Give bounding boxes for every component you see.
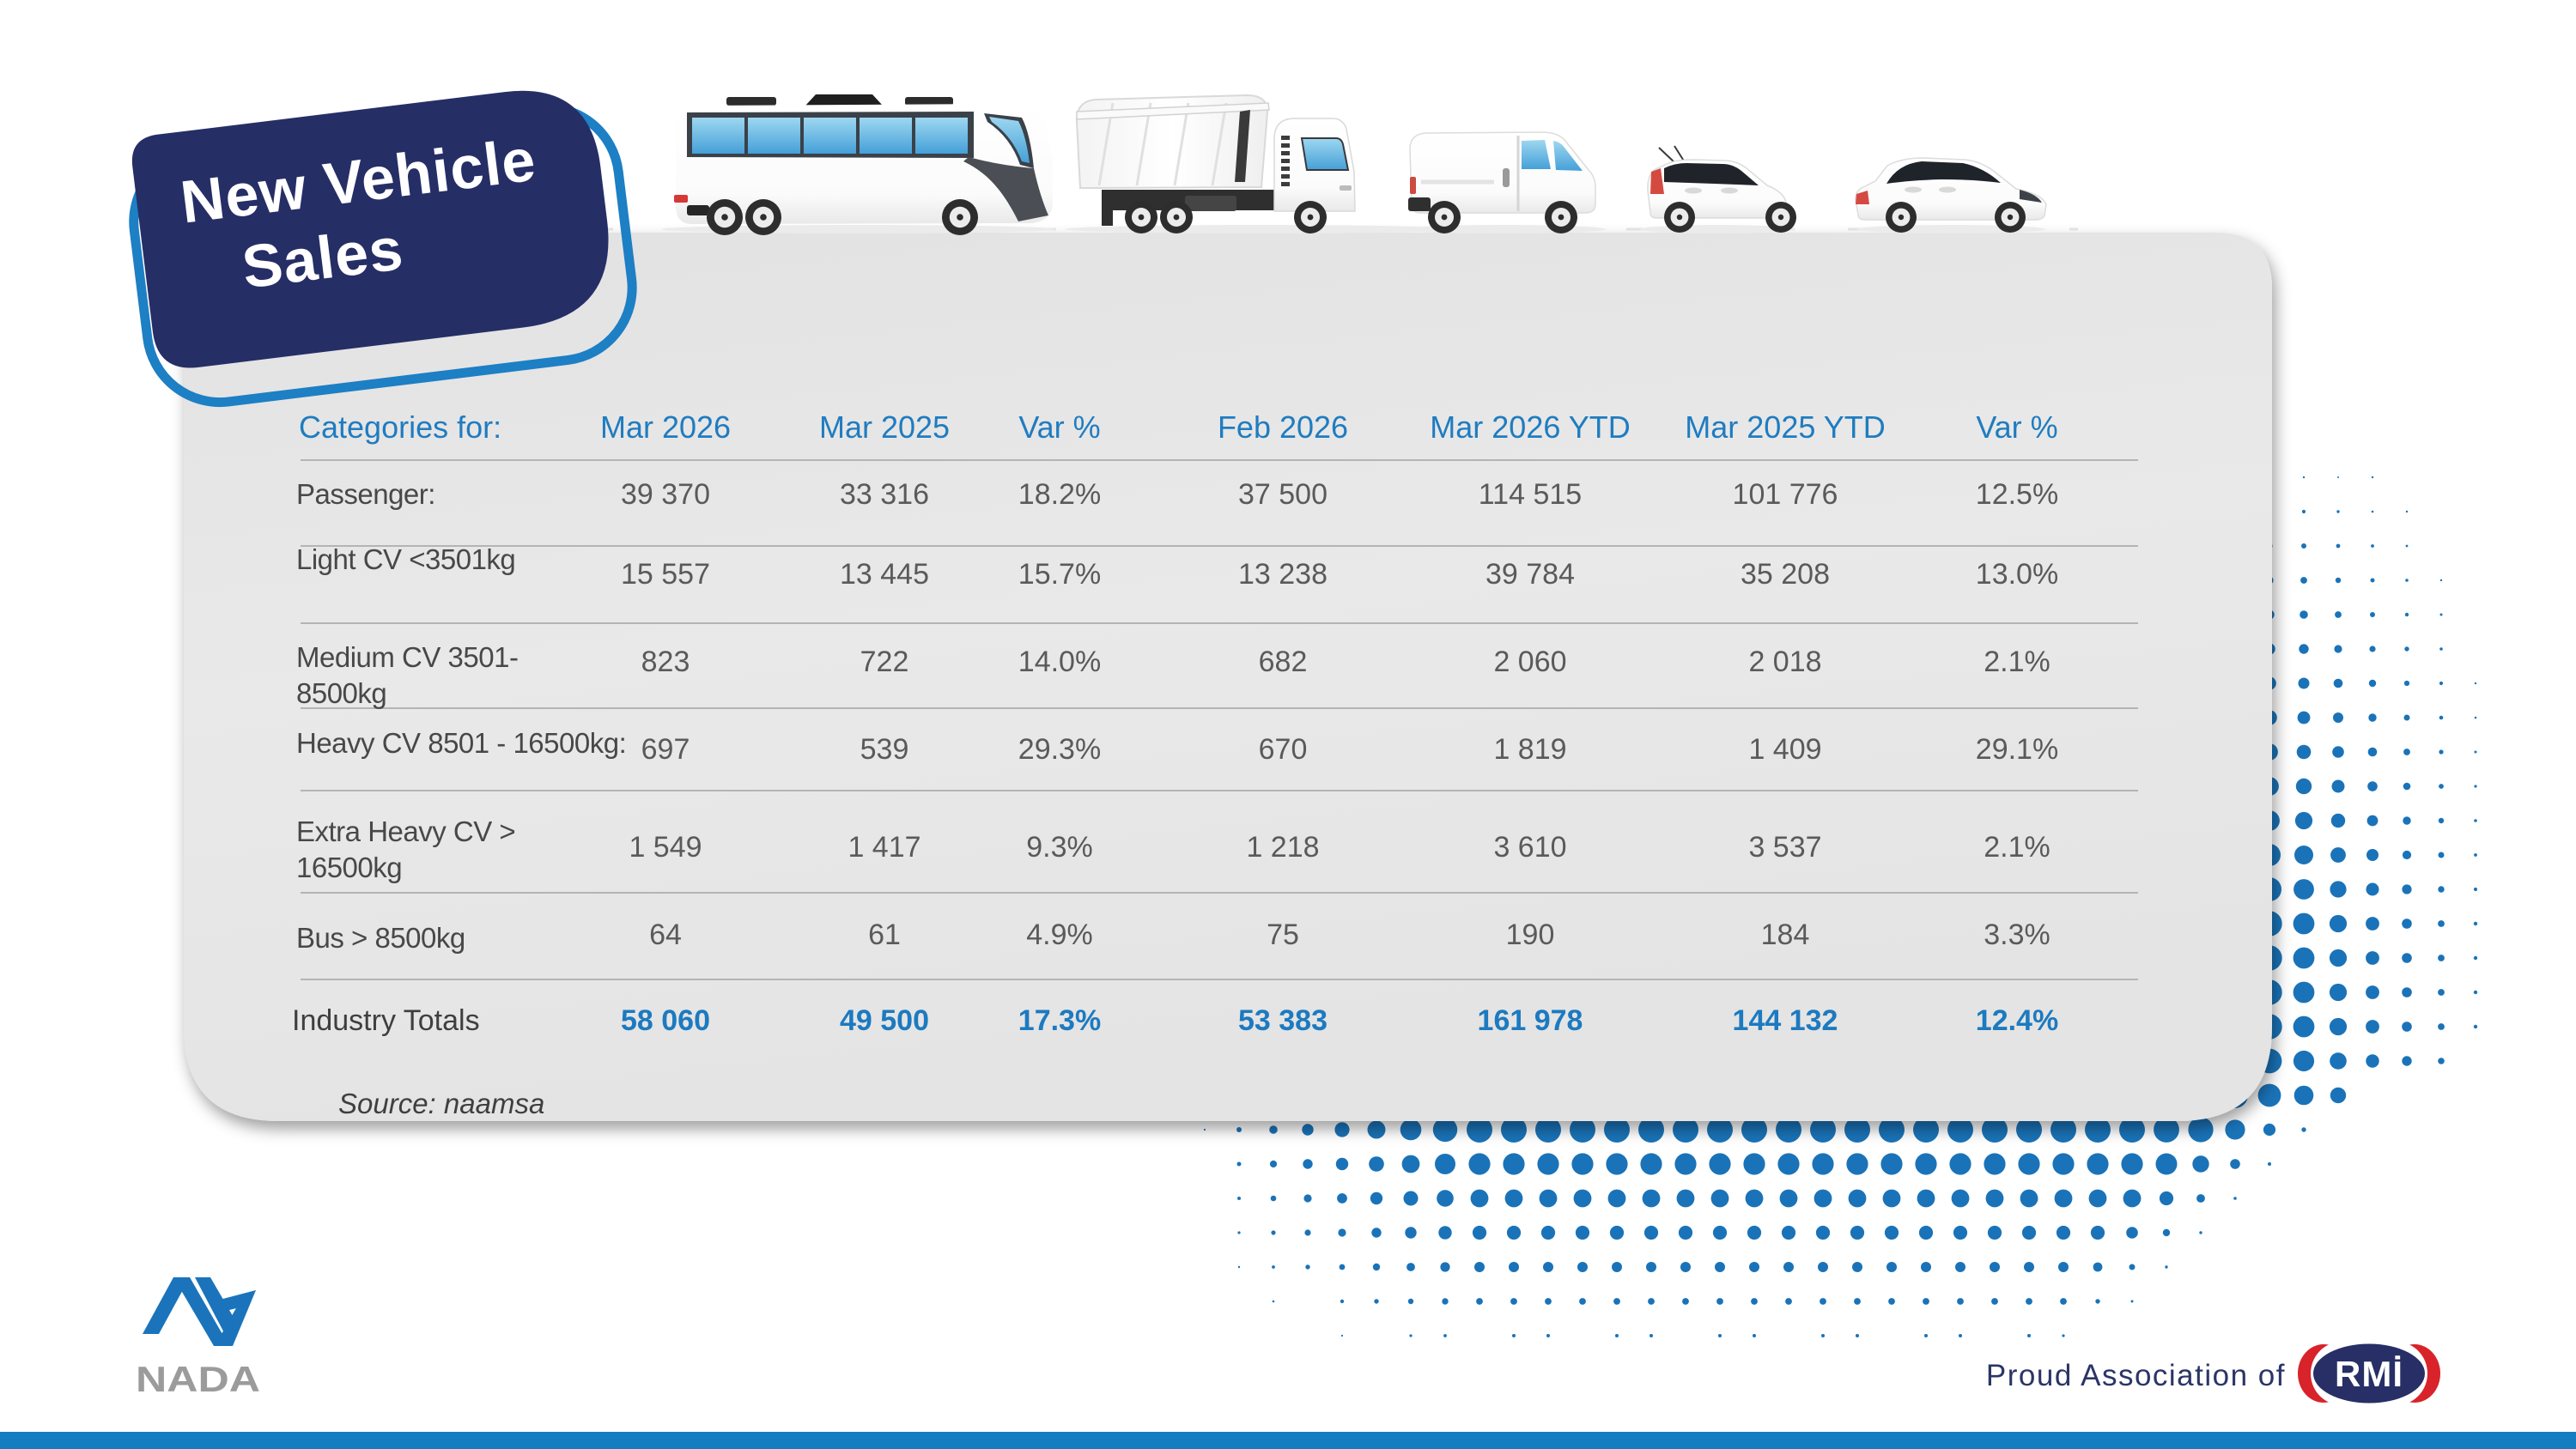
svg-text:Industry Totals: Industry Totals xyxy=(292,1004,480,1037)
svg-text:13 445: 13 445 xyxy=(840,558,929,591)
svg-text:1 549: 1 549 xyxy=(629,831,702,864)
svg-text:49 500: 49 500 xyxy=(840,1004,929,1037)
svg-text:Medium CV 3501-: Medium CV 3501- xyxy=(296,641,518,673)
svg-text:3 610: 3 610 xyxy=(1493,831,1566,864)
svg-text:823: 823 xyxy=(641,646,690,678)
svg-text:Feb 2026: Feb 2026 xyxy=(1218,409,1348,445)
svg-text:Heavy CV 8501 - 16500kg:: Heavy CV 8501 - 16500kg: xyxy=(296,727,626,759)
svg-text:14.0%: 14.0% xyxy=(1018,646,1101,678)
svg-text:Bus > 8500kg: Bus > 8500kg xyxy=(296,922,465,954)
svg-text:53 383: 53 383 xyxy=(1238,1004,1327,1037)
svg-text:144 132: 144 132 xyxy=(1733,1004,1838,1037)
svg-text:Mar 2026 YTD: Mar 2026 YTD xyxy=(1430,409,1630,445)
svg-text:8500kg: 8500kg xyxy=(296,677,386,709)
svg-text:35 208: 35 208 xyxy=(1741,558,1830,591)
svg-text:61: 61 xyxy=(868,919,901,951)
svg-text:101 776: 101 776 xyxy=(1733,478,1838,511)
svg-text:16500kg: 16500kg xyxy=(296,852,402,883)
svg-text:184: 184 xyxy=(1761,919,1810,951)
svg-text:13 238: 13 238 xyxy=(1238,558,1327,591)
svg-text:39 784: 39 784 xyxy=(1485,558,1575,591)
svg-text:697: 697 xyxy=(641,733,690,766)
svg-text:33 316: 33 316 xyxy=(840,478,929,511)
svg-text:Categories for:: Categories for: xyxy=(299,409,501,445)
svg-text:12.4%: 12.4% xyxy=(1976,1004,2058,1037)
svg-text:13.0%: 13.0% xyxy=(1976,558,2058,591)
svg-text:4.9%: 4.9% xyxy=(1026,919,1093,951)
svg-text:Light CV <3501kg: Light CV <3501kg xyxy=(296,543,515,575)
svg-text:75: 75 xyxy=(1267,919,1299,951)
svg-text:1 218: 1 218 xyxy=(1246,831,1319,864)
svg-text:Mar 2025: Mar 2025 xyxy=(819,409,950,445)
svg-text:Proud Association of: Proud Association of xyxy=(1986,1359,2286,1392)
svg-text:Mar 2026: Mar 2026 xyxy=(600,409,731,445)
svg-text:58 060: 58 060 xyxy=(621,1004,710,1037)
svg-text:9.3%: 9.3% xyxy=(1026,831,1093,864)
svg-text:2 060: 2 060 xyxy=(1493,646,1566,678)
svg-text:Source: naamsa: Source: naamsa xyxy=(338,1088,544,1119)
svg-text:29.3%: 29.3% xyxy=(1018,733,1101,766)
svg-text:37 500: 37 500 xyxy=(1238,478,1327,511)
svg-text:Var %: Var % xyxy=(1976,409,2057,445)
svg-text:12.5%: 12.5% xyxy=(1976,478,2058,511)
svg-text:RMİ: RMİ xyxy=(2335,1354,2403,1394)
svg-text:Mar 2025 YTD: Mar 2025 YTD xyxy=(1685,409,1885,445)
svg-text:1 417: 1 417 xyxy=(848,831,920,864)
svg-text:670: 670 xyxy=(1259,733,1308,766)
svg-text:39 370: 39 370 xyxy=(621,478,710,511)
svg-text:Passenger:: Passenger: xyxy=(296,478,435,510)
svg-text:161 978: 161 978 xyxy=(1478,1004,1583,1037)
svg-text:2.1%: 2.1% xyxy=(1984,646,2050,678)
svg-text:15 557: 15 557 xyxy=(621,558,710,591)
svg-text:17.3%: 17.3% xyxy=(1018,1004,1101,1037)
svg-text:539: 539 xyxy=(860,733,909,766)
svg-text:190: 190 xyxy=(1506,919,1555,951)
svg-text:2.1%: 2.1% xyxy=(1984,831,2050,864)
svg-text:682: 682 xyxy=(1259,646,1308,678)
svg-text:Var %: Var % xyxy=(1018,409,1100,445)
svg-text:2 018: 2 018 xyxy=(1748,646,1821,678)
svg-text:18.2%: 18.2% xyxy=(1018,478,1101,511)
svg-text:Extra Heavy CV >: Extra Heavy CV > xyxy=(296,815,515,847)
svg-text:114 515: 114 515 xyxy=(1479,478,1582,511)
svg-text:722: 722 xyxy=(860,646,909,678)
svg-text:1 819: 1 819 xyxy=(1493,733,1566,766)
svg-text:3.3%: 3.3% xyxy=(1984,919,2050,951)
svg-text:29.1%: 29.1% xyxy=(1976,733,2058,766)
svg-text:64: 64 xyxy=(649,919,682,951)
svg-text:NADA: NADA xyxy=(136,1359,260,1399)
svg-text:15.7%: 15.7% xyxy=(1018,558,1101,591)
svg-text:3 537: 3 537 xyxy=(1748,831,1821,864)
svg-text:1 409: 1 409 xyxy=(1748,733,1821,766)
